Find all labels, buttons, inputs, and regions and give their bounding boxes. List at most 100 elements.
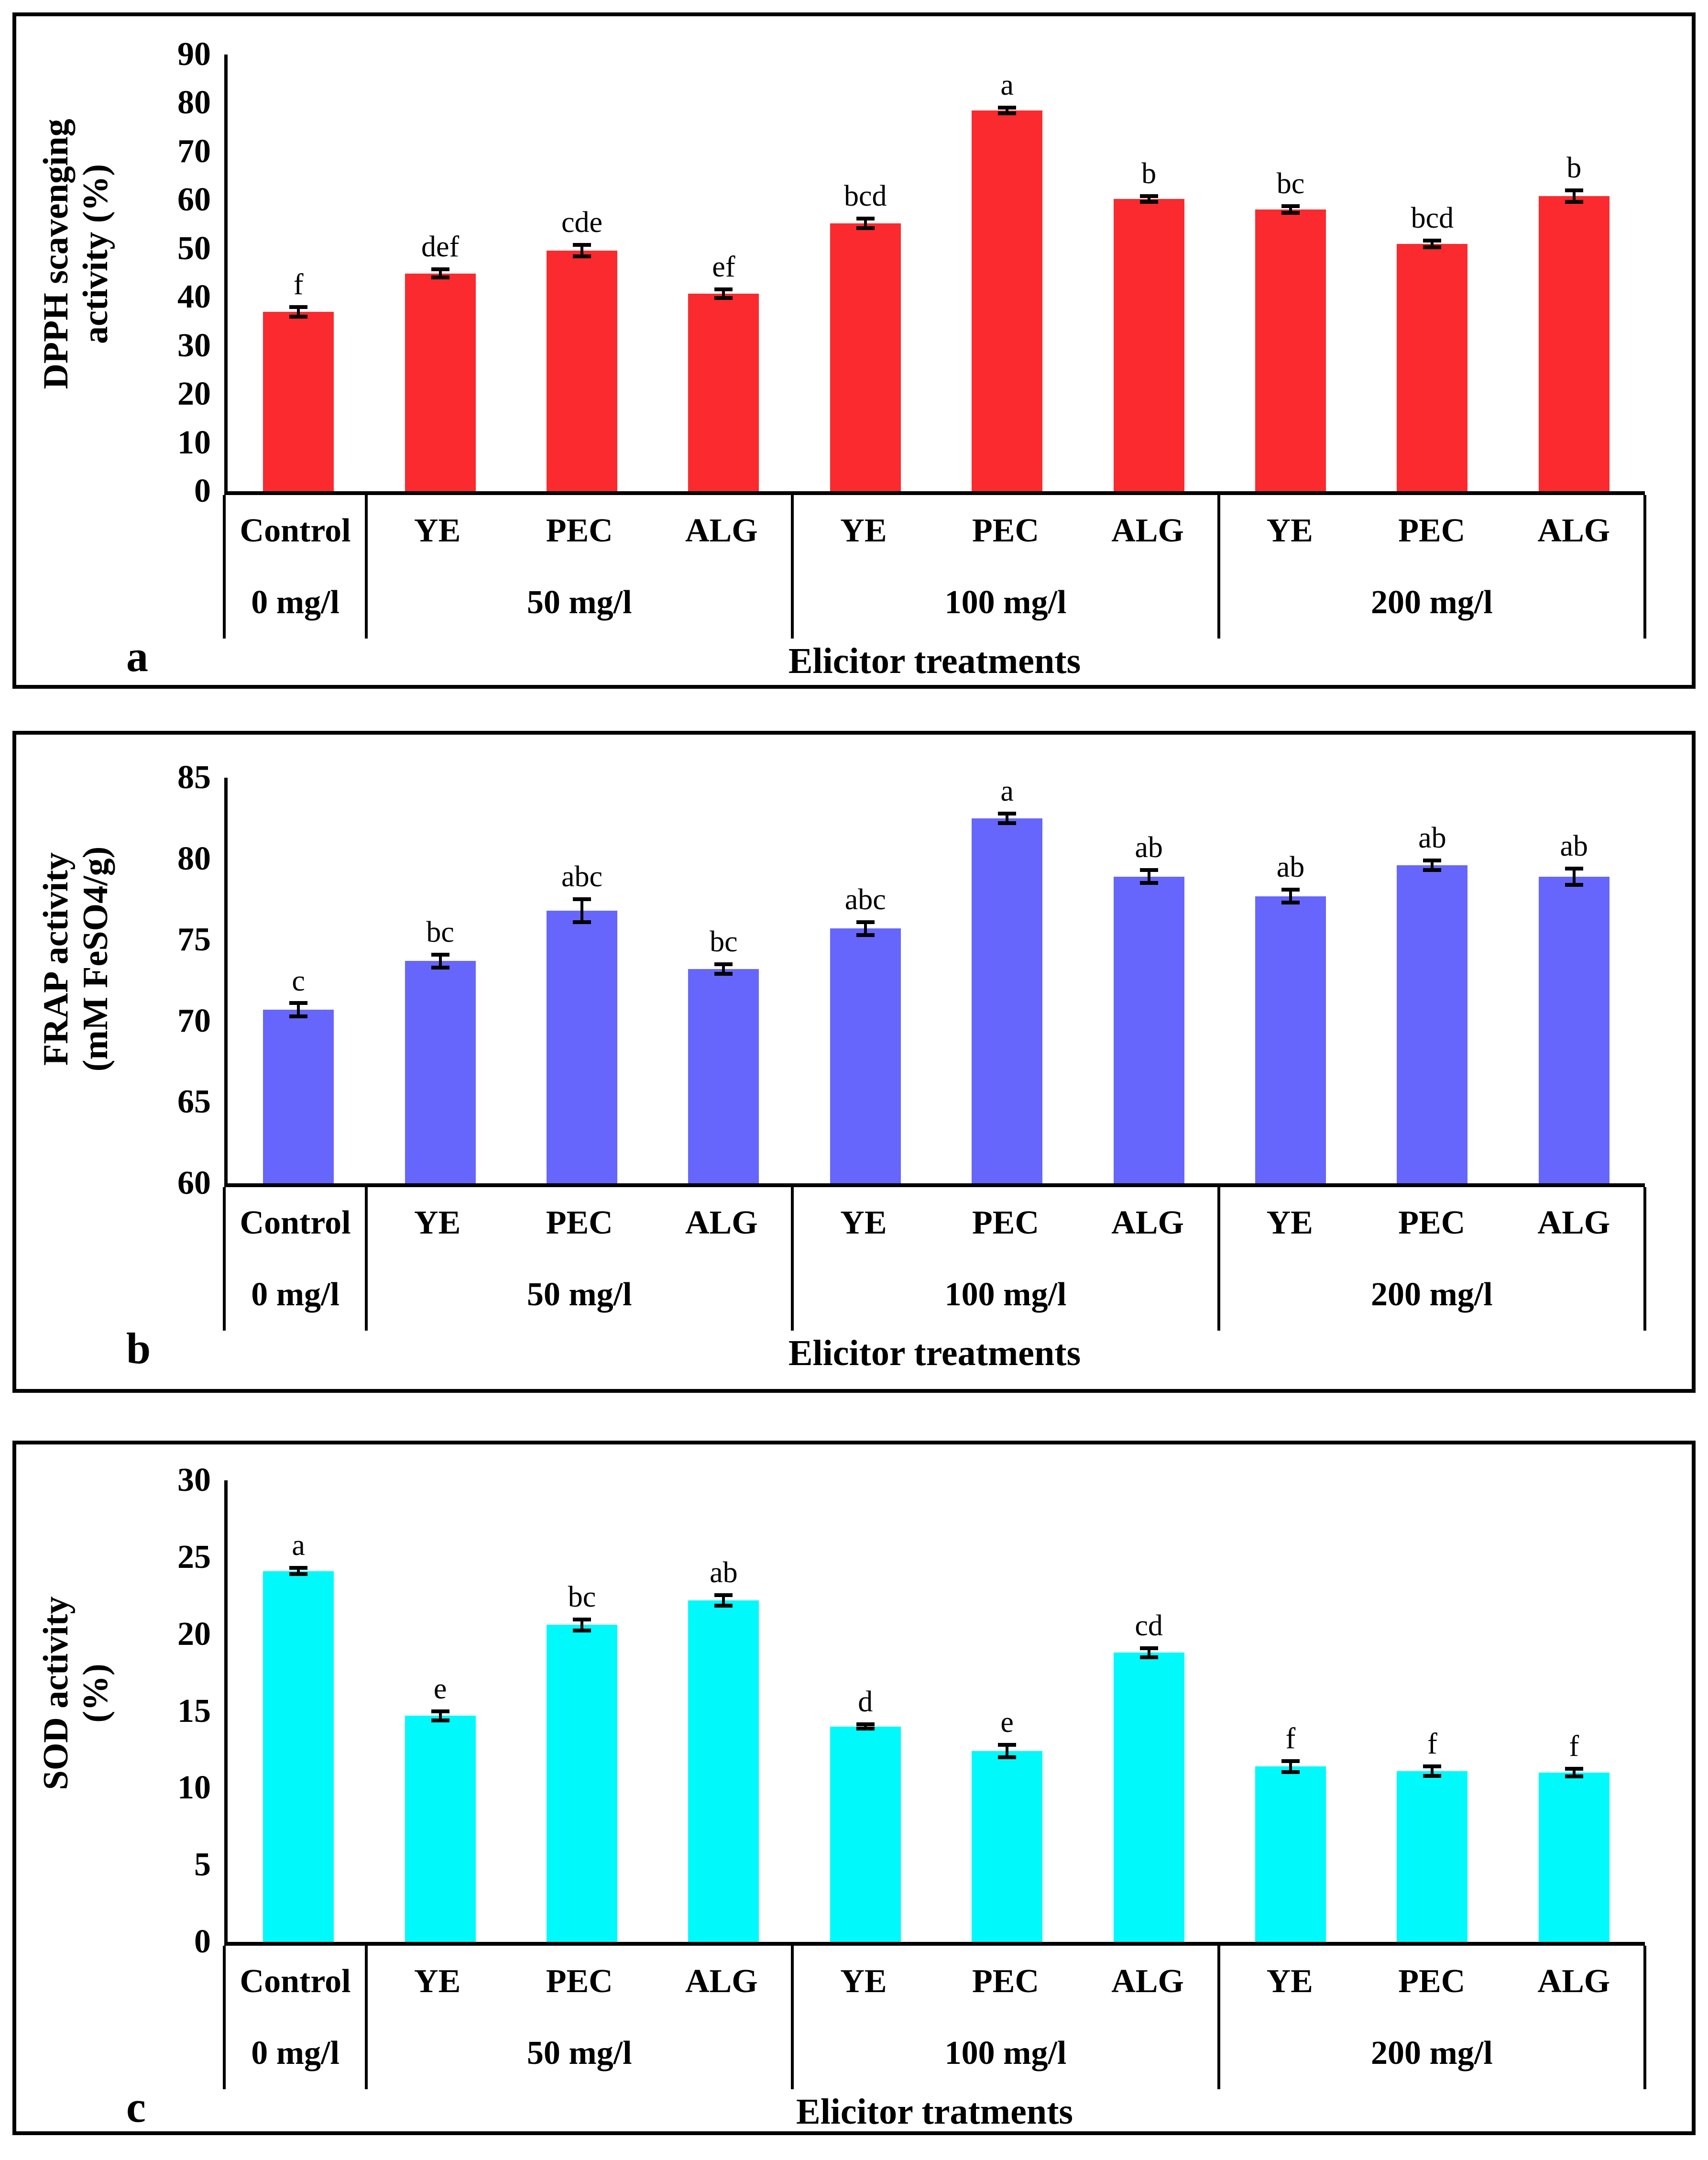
bar-alg-9 xyxy=(1538,196,1609,491)
bar-ye-7 xyxy=(1255,209,1326,491)
bar-alg-3 xyxy=(688,969,759,1183)
error-bar xyxy=(864,922,867,935)
category-label: PEC xyxy=(972,1204,1040,1241)
category-label: ALG xyxy=(685,512,758,549)
group-label-row: 0 mg/l 50 mg/l 100 mg/l 200 mg/l xyxy=(224,1259,1645,1331)
significance-letter: d xyxy=(858,1685,873,1718)
bar-pec-2 xyxy=(546,1625,618,1942)
bar-alg-9 xyxy=(1538,876,1609,1183)
bar-pec-5 xyxy=(972,818,1043,1183)
y-tick-label: 0 xyxy=(194,1923,211,1960)
error-bar-cap xyxy=(1423,868,1442,872)
error-bar-cap xyxy=(1423,1774,1442,1778)
error-bar xyxy=(1431,240,1434,247)
error-bar-cap xyxy=(856,933,875,937)
error-bar-cap xyxy=(573,1628,591,1632)
y-tick-label: 80 xyxy=(177,84,211,121)
category-label: ALG xyxy=(1537,512,1610,549)
bar-control-0 xyxy=(263,1571,334,1942)
y-tick-label: 0 xyxy=(194,473,211,509)
y-tick-label: 70 xyxy=(177,132,211,170)
error-bar-cap xyxy=(1565,866,1583,871)
bar-pec-8 xyxy=(1397,243,1468,491)
y-tick-label: 85 xyxy=(177,759,211,796)
y-tick-label: 75 xyxy=(177,921,211,959)
error-bar-cap xyxy=(714,296,733,300)
error-bar-cap xyxy=(714,287,733,291)
error-bar-cap xyxy=(856,216,875,220)
group-divider-line xyxy=(791,1187,794,1331)
y-tick-label: 50 xyxy=(177,230,211,267)
category-label: Control xyxy=(240,1963,351,2000)
error-bar-cap xyxy=(289,305,308,309)
group-label: 0 mg/l xyxy=(251,584,339,621)
category-label: Control xyxy=(240,1204,351,1241)
error-bar-cap xyxy=(998,811,1017,816)
error-bar xyxy=(1572,1769,1576,1777)
y-tick-label: 20 xyxy=(177,1615,211,1653)
error-bar-cap xyxy=(431,965,449,970)
bar-pec-5 xyxy=(972,1751,1043,1942)
group-divider-line xyxy=(223,1187,226,1331)
category-label: PEC xyxy=(972,512,1040,549)
category-axis: Control YE PEC ALG YE PEC ALG YE PEC ALG 0 mg/l 50… xyxy=(223,1183,1646,1331)
y-axis-title-line2: (mM FeSO4/g) xyxy=(76,846,115,1072)
error-bar-cap xyxy=(1281,1759,1300,1763)
bar-alg-3 xyxy=(688,294,759,491)
group-divider-line xyxy=(1643,495,1646,639)
error-bar-cap xyxy=(431,1718,449,1722)
error-bar xyxy=(1006,1745,1009,1757)
category-label: YE xyxy=(414,512,461,549)
error-bar-cap xyxy=(431,952,449,957)
error-bar-cap xyxy=(1565,1774,1583,1779)
error-bar-cap xyxy=(714,1593,733,1597)
group-label: 200 mg/l xyxy=(1370,2035,1493,2072)
error-bar-cap xyxy=(289,1566,308,1570)
error-bar-cap xyxy=(1281,888,1300,892)
group-divider-line xyxy=(791,495,794,639)
group-label: 100 mg/l xyxy=(944,1276,1067,1313)
y-tick-label: 60 xyxy=(177,1165,211,1201)
bar-pec-2 xyxy=(546,911,618,1183)
panel-sod: SOD activity (%) 0 5 10 15 20 25 30 a e bc ab d e cd… xyxy=(12,1441,1696,2135)
group-label: 50 mg/l xyxy=(526,584,632,621)
error-bar-cap xyxy=(1139,868,1158,872)
group-divider-line xyxy=(1217,495,1220,639)
significance-letter: ab xyxy=(710,1556,738,1589)
category-label-row: Control YE PEC ALG YE PEC ALG YE PEC ALG xyxy=(224,495,1645,567)
significance-letter: ef xyxy=(712,251,735,283)
x-title-row: c Elicitor tratments xyxy=(16,2083,1692,2147)
significance-letter: abc xyxy=(561,860,603,893)
y-axis-title: DPPH scavenging activity (%) xyxy=(16,16,136,491)
y-tick-label: 30 xyxy=(177,1462,211,1499)
error-bar-cap xyxy=(1565,1767,1583,1771)
group-label: 0 mg/l xyxy=(251,1276,339,1313)
y-tick-label: 10 xyxy=(177,424,211,461)
error-bar xyxy=(1147,1648,1150,1657)
group-divider-line xyxy=(1643,1946,1646,2089)
category-label: Control xyxy=(240,512,351,549)
y-tick-label: 25 xyxy=(177,1538,211,1576)
right-padding xyxy=(1642,735,1692,1183)
y-axis-ticks: 60 65 70 75 80 85 xyxy=(136,735,224,1200)
error-bar-cap xyxy=(1139,200,1158,204)
category-label: PEC xyxy=(1398,1963,1466,2000)
significance-letter: def xyxy=(421,231,460,264)
y-tick-label: 65 xyxy=(177,1083,211,1121)
error-bar-cap xyxy=(1423,245,1442,249)
error-bar-cap xyxy=(573,897,591,902)
category-label-row: Control YE PEC ALG YE PEC ALG YE PEC ALG xyxy=(224,1187,1645,1259)
significance-letter: bcd xyxy=(844,179,887,212)
group-divider-line xyxy=(791,1946,794,2089)
category-axis: Control YE PEC ALG YE PEC ALG YE PEC ALG 0 mg/l 50… xyxy=(223,491,1646,639)
error-bar-cap xyxy=(714,1604,733,1608)
panel-frap: FRAP activity (mM FeSO4/g) 60 65 70 75 80 85 … xyxy=(12,731,1696,1393)
error-bar-cap xyxy=(998,111,1017,115)
error-bar xyxy=(580,899,583,922)
bar-ye-4 xyxy=(830,223,901,491)
error-bar-cap xyxy=(998,105,1017,110)
group-label-row: 0 mg/l 50 mg/l 100 mg/l 200 mg/l xyxy=(224,567,1645,639)
error-bar xyxy=(297,307,300,317)
error-bar-cap xyxy=(573,1618,591,1622)
category-label: YE xyxy=(840,1204,887,1241)
